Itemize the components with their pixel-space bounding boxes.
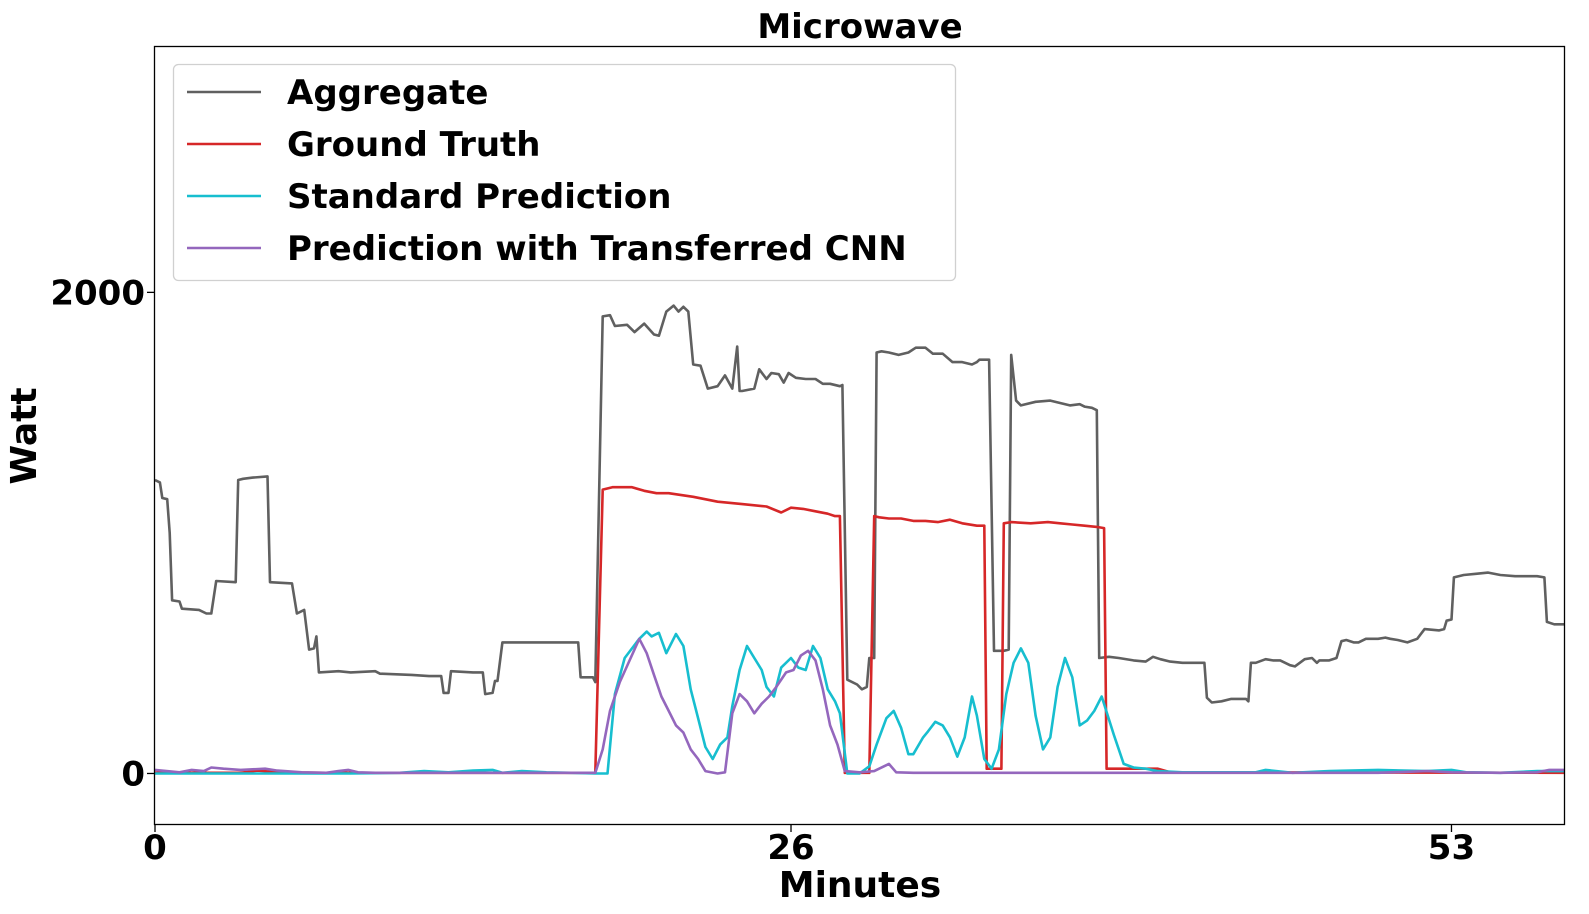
series-line-ground-truth xyxy=(155,485,1564,775)
legend-label-standard-prediction: Standard Prediction xyxy=(287,177,671,217)
chart-title: Microwave xyxy=(757,7,962,47)
series-line-standard-prediction xyxy=(155,630,1564,775)
x-tick-label: 26 xyxy=(767,828,814,868)
series-line-aggregate xyxy=(155,304,1564,704)
ticks-layer: 0 26 53 0 2000 xyxy=(50,273,1475,868)
x-tick-label: 0 xyxy=(143,828,167,868)
legend-label-prediction-with-transferred-cnn: Prediction with Transferred CNN xyxy=(287,229,907,269)
y-tick-label: 2000 xyxy=(50,273,145,313)
series-layer xyxy=(155,304,1564,775)
y-tick-label: 0 xyxy=(121,754,145,794)
plot-frame xyxy=(153,45,1566,826)
x-axis-label: Minutes xyxy=(779,865,941,906)
legend: Aggregate Ground Truth Standard Prediction… xyxy=(172,63,957,282)
x-tick-label: 53 xyxy=(1428,828,1475,868)
y-axis-label: Watt xyxy=(4,387,45,484)
legend-entries: Aggregate Ground Truth Standard Prediction… xyxy=(187,73,907,269)
legend-label-aggregate: Aggregate xyxy=(287,73,488,113)
legend-box xyxy=(172,63,957,282)
legend-label-ground-truth: Ground Truth xyxy=(287,125,541,165)
series-line-prediction-with-transferred-cnn xyxy=(155,637,1564,775)
